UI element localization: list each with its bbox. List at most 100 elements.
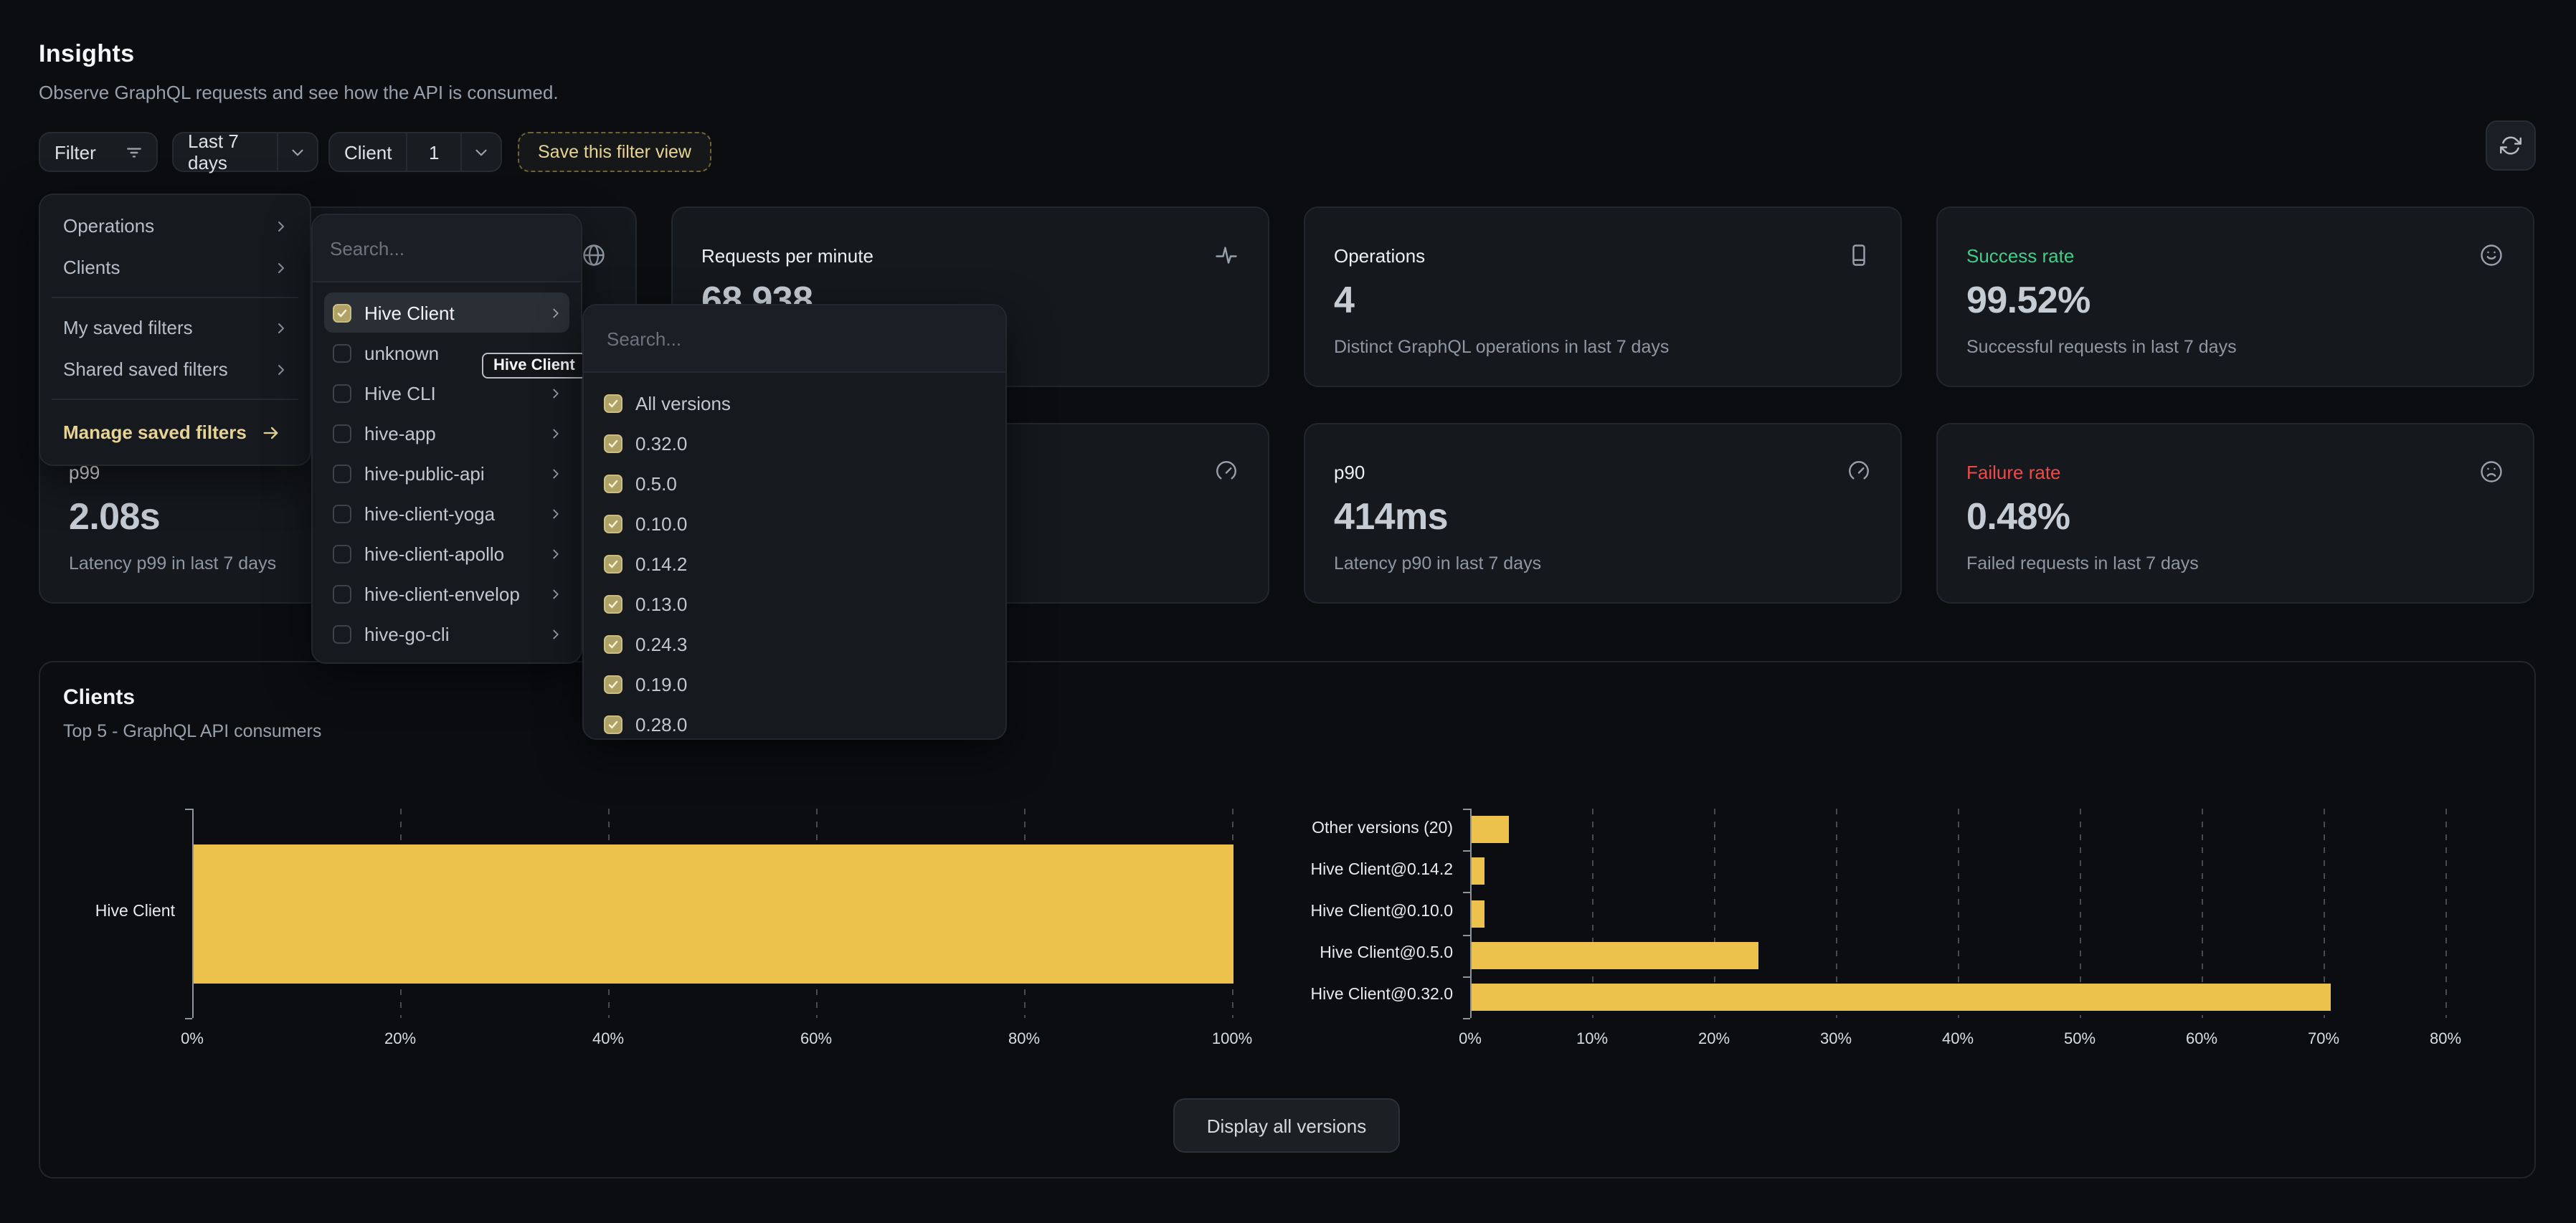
version-menu-item[interactable]: 0.10.0 [595,503,994,543]
checkbox-checked[interactable] [604,474,622,492]
version-menu-item[interactable]: 0.19.0 [595,664,994,704]
manage-saved-filters-item[interactable]: Manage saved filters [49,409,301,456]
client-menu-item[interactable]: hive-go-cli [324,614,569,654]
divider [406,133,408,171]
chart-bar[interactable] [1472,816,1509,843]
client-filter-button[interactable]: Client 1 [328,132,502,172]
client-menu-item[interactable]: unknown [324,333,569,373]
client-tooltip: Hive Client [482,353,587,379]
checkbox-checked[interactable] [604,514,622,533]
filter-button-label: Filter [55,141,96,163]
checkbox-checked[interactable] [604,394,622,412]
client-menu-item[interactable]: Hive CLI [324,373,569,413]
date-range-button[interactable]: Last 7 days [172,130,318,173]
x-axis-tick-label: 80% [1008,1031,1041,1048]
version-menu-item[interactable]: 0.14.2 [595,543,994,584]
sad-face-icon [2478,459,2504,485]
filter-menu-group: Operations Clients [49,205,301,288]
clients-section-title: Clients [63,685,136,710]
filter-menu-item[interactable]: Operations [49,205,301,247]
chevron-right-icon [548,385,569,401]
item-label: 0.5.0 [635,472,677,494]
client-search-input[interactable]: Search... [313,215,581,282]
chevron-right-icon [548,586,569,601]
checkbox-unchecked[interactable] [333,504,351,523]
filter-menu-item[interactable]: Shared saved filters [49,348,301,390]
card-description: Successful requests in last 7 days [1966,337,2237,357]
chart-bar[interactable] [1472,900,1484,928]
version-menu-item[interactable]: 0.13.0 [595,584,994,624]
version-menu-item[interactable]: 0.32.0 [595,423,994,463]
item-label: Hive Client [364,302,455,323]
chart-gridline [1592,809,1594,1018]
filter-menu-item-label: My saved filters [63,317,193,338]
checkbox-unchecked[interactable] [333,464,351,482]
x-axis-tick-label: 30% [1819,1031,1852,1048]
client-menu-item[interactable]: Hive Client [324,292,569,333]
checkbox-unchecked[interactable] [333,343,351,362]
checkbox-checked[interactable] [604,594,622,613]
checkbox-checked[interactable] [604,634,622,653]
item-label: unknown [364,342,440,363]
checkbox-unchecked[interactable] [333,544,351,563]
filter-button[interactable]: Filter [39,132,158,172]
version-menu-item[interactable]: 0.28.0 [595,704,994,744]
item-label: hive-client-envelop [364,583,520,604]
chart-category-label: Hive Client [95,903,175,920]
item-label: 0.32.0 [635,432,688,454]
checkbox-unchecked[interactable] [333,424,351,442]
refresh-button[interactable] [2486,120,2536,171]
chevron-right-icon [273,319,290,336]
checkbox-checked[interactable] [604,434,622,452]
checkbox-unchecked[interactable] [333,584,351,603]
version-search-input[interactable]: Search... [584,305,1005,373]
chart-bar[interactable] [1472,984,2331,1011]
checkbox-checked[interactable] [333,303,351,322]
client-menu-item[interactable]: hive-public-api [324,453,569,493]
item-label: 0.10.0 [635,513,688,534]
checkbox-checked[interactable] [604,675,622,693]
item-label: All versions [635,392,731,414]
filter-menu-item-label: Clients [63,257,120,278]
item-label: 0.13.0 [635,593,688,614]
checkbox-checked[interactable] [604,715,622,733]
x-axis-tick-label: 80% [2429,1031,2462,1048]
client-menu-item[interactable]: hive-client-yoga [324,493,569,533]
y-axis-tick [1463,809,1470,810]
card-title: Requests per minute [701,245,873,267]
display-all-versions-label: Display all versions [1206,1115,1367,1136]
card-p90: p90 414ms Latency p90 in last 7 days [1304,423,1902,604]
chart-bar[interactable] [1472,942,1758,969]
version-menu-item[interactable]: All versions [595,383,994,423]
version-menu-item[interactable]: 0.5.0 [595,463,994,503]
display-all-versions-button[interactable]: Display all versions [1173,1098,1400,1153]
checkbox-unchecked[interactable] [333,624,351,643]
version-menu-item[interactable]: 0.24.3 [595,624,994,664]
card-value: 414ms [1334,495,1449,538]
chart-category-label: Hive Client@0.5.0 [1320,945,1453,962]
filter-menu-item[interactable]: Clients [49,247,301,288]
x-axis-tick-label: 70% [2307,1031,2340,1048]
filter-menu-item[interactable]: My saved filters [49,307,301,348]
client-dropdown-menu: Search... Hive Client unknown Hive CLI hive… [311,214,582,664]
filter-dropdown-menu: Operations Clients My saved filters Shared… [39,194,311,466]
smiley-face-icon [2478,242,2504,268]
client-menu-item[interactable]: hive-client-apollo [324,533,569,574]
client-menu-item[interactable]: hive-app [324,413,569,453]
client-menu-item[interactable]: hive-client-envelop [324,574,569,614]
clients-section-panel [39,661,2536,1179]
save-filter-view-button[interactable]: Save this filter view [518,132,711,172]
menu-divider [52,399,298,400]
chevron-right-icon [548,626,569,642]
chart-gridline [1958,809,1959,1018]
chart-bar[interactable] [194,844,1233,984]
chart-bar[interactable] [1472,857,1484,885]
chevron-right-icon [548,505,569,521]
checkbox-unchecked[interactable] [333,384,351,402]
gauge-icon [1846,459,1872,485]
x-axis-tick-label: 100% [1211,1031,1253,1048]
client-filter-count: 1 [429,141,440,163]
clients-section-subtitle: Top 5 - GraphQL API consumers [63,721,322,741]
checkbox-checked[interactable] [604,554,622,573]
arrow-right-icon [261,422,281,442]
